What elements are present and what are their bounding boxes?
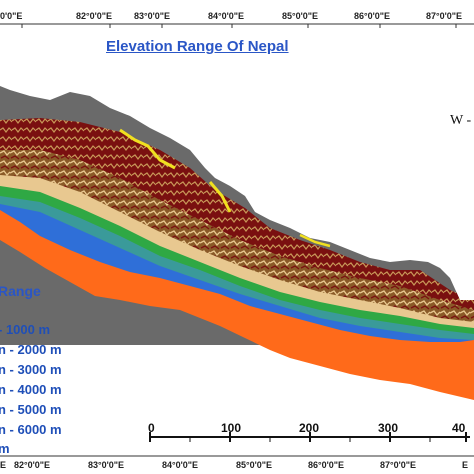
top-axis (0, 23, 474, 28)
nepal-land (0, 86, 474, 400)
bottom-longitude-label: E (462, 460, 469, 470)
bottom-longitude-label: 83°0'0"E (88, 460, 125, 470)
legend-item: n - 5000 m (0, 402, 62, 417)
top-longitude-label: 85°0'0"E (282, 11, 319, 21)
legend-item: n - 3000 m (0, 362, 62, 377)
scale-label: 40 (452, 421, 466, 435)
scale-label: 100 (221, 421, 242, 435)
legend-title: Range (0, 283, 41, 299)
legend-item: n - 4000 m (0, 382, 62, 397)
top-longitude-label: 84°0'0"E (208, 11, 245, 21)
bottom-longitude-label: 87°0'0"E (380, 460, 417, 470)
top-longitude-label: 82°0'0"E (76, 11, 113, 21)
legend-item: m (0, 441, 10, 456)
north-arrow-label: W - (450, 113, 472, 128)
scale-label: 0 (148, 421, 155, 435)
top-longitude-label: 86°0'0"E (354, 11, 391, 21)
bottom-longitude-label: 84°0'0"E (162, 460, 199, 470)
bottom-longitude-label: E (0, 460, 7, 470)
yellow-ridge-3 (299, 233, 331, 248)
top-longitude-label: 83°0'0"E (134, 11, 171, 21)
legend-item: n - 2000 m (0, 342, 62, 357)
top-longitude-label: 0'0"E (0, 11, 23, 21)
yellow-ridge-2 (208, 181, 232, 213)
lowland-terai (0, 210, 474, 400)
top-longitude-label: 87°0'0"E (426, 11, 463, 21)
bottom-longitude-label: 86°0'0"E (308, 460, 345, 470)
legend-item: - 1000 m (0, 322, 51, 337)
scale-label: 200 (299, 421, 320, 435)
scale-label: 300 (378, 421, 399, 435)
yellow-ridge-1 (119, 128, 176, 170)
bottom-longitude-label: 82°0'0"E (14, 460, 51, 470)
bottom-longitude-label: 85°0'0"E (236, 460, 273, 470)
map-title: Elevation Range Of Nepal (106, 38, 289, 55)
legend-item: n - 6000 m (0, 422, 62, 437)
scale-bar (149, 432, 470, 442)
